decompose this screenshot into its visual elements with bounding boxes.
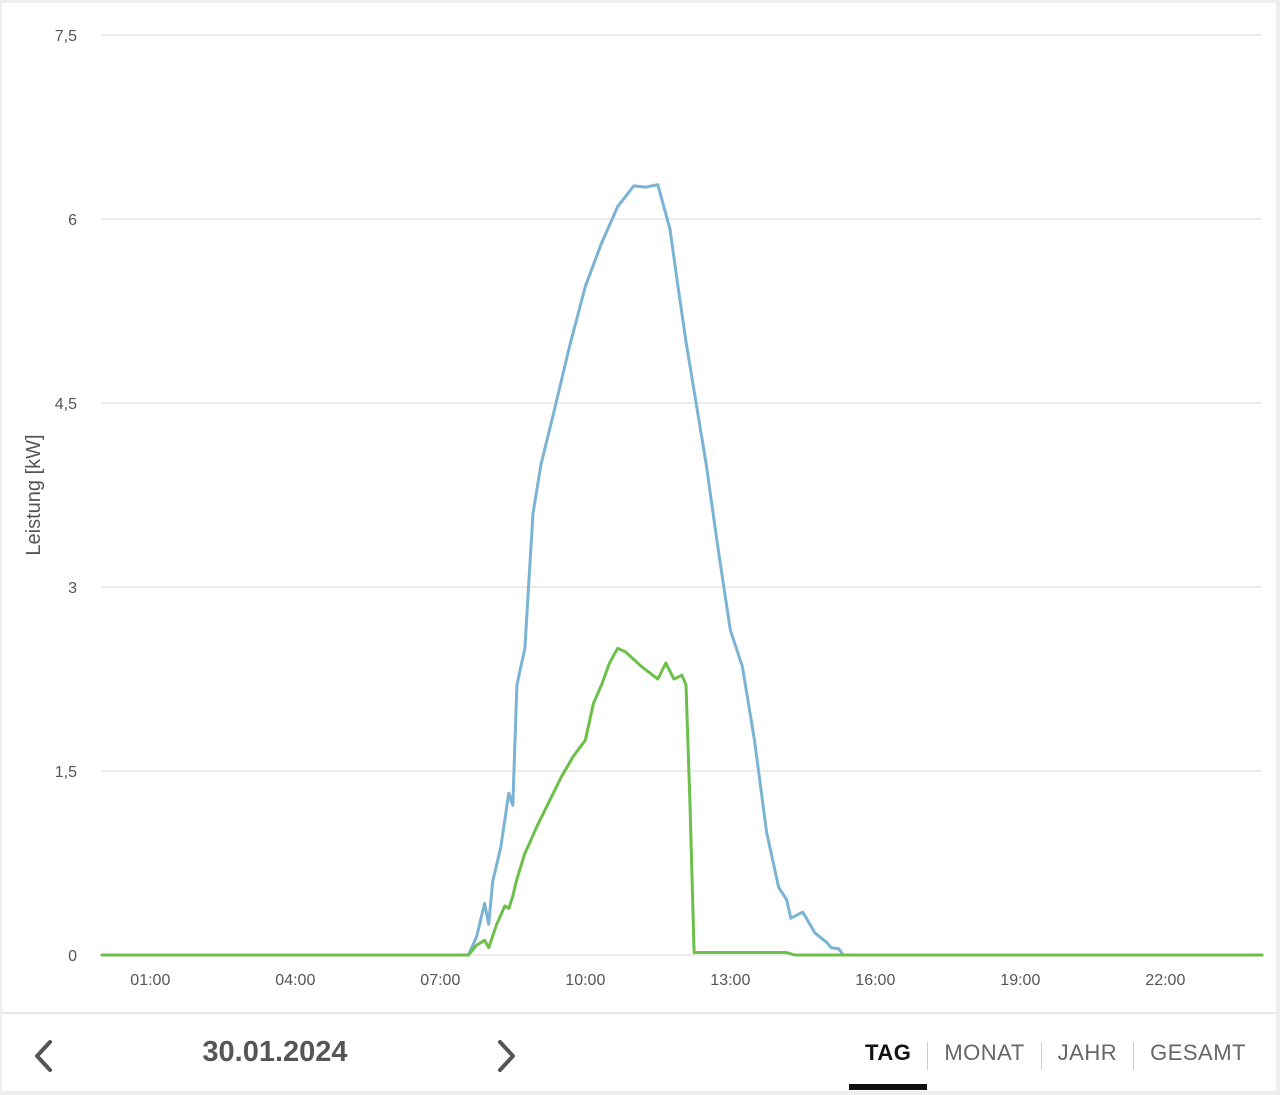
chart-panel: 0 1,5 3 4,5 6 7,5 01:00 04:00 07:00 10:00 13:00 16:… (2, 3, 1276, 1091)
y-tick-label: 4,5 (55, 396, 77, 413)
x-tick-label: 01:00 (130, 972, 170, 989)
y-tick-label: 0 (68, 948, 77, 965)
y-axis-label: Leistung [kW] (23, 434, 45, 555)
y-tick-label: 1,5 (55, 764, 77, 781)
x-tick-label: 10:00 (565, 972, 605, 989)
y-tick-label: 7,5 (55, 28, 77, 45)
tab-tag[interactable]: TAG (849, 1036, 928, 1090)
current-date[interactable]: 30.01.2024 (202, 1036, 348, 1068)
series-line-1 (100, 646, 1264, 957)
y-tick-label: 3 (68, 580, 77, 597)
power-chart: 0 1,5 3 4,5 6 7,5 01:00 04:00 07:00 10:00 13:00 16:… (2, 3, 1276, 1011)
x-tick-label: 22:00 (1145, 972, 1185, 989)
divider (2, 1012, 1276, 1014)
tab-separator (927, 1042, 929, 1070)
y-tick-label: 6 (68, 212, 77, 229)
chevron-right-icon (498, 1040, 515, 1072)
x-tick-label: 04:00 (275, 972, 315, 989)
x-tick-label: 16:00 (855, 972, 895, 989)
next-day-button[interactable] (486, 1034, 526, 1078)
tab-gesamt[interactable]: GESAMT (1150, 1040, 1246, 1065)
period-tabs: TAG MONAT JAHR GESAMT (849, 1036, 1262, 1092)
tab-jahr[interactable]: JAHR (1057, 1040, 1118, 1065)
chevron-left-icon (35, 1040, 52, 1072)
previous-day-button[interactable] (24, 1034, 64, 1078)
series-line-0 (100, 183, 1264, 957)
footer-bar: 30.01.2024 TAG MONAT JAHR GESAMT (2, 1014, 1276, 1091)
x-tick-label: 07:00 (420, 972, 460, 989)
x-tick-label: 19:00 (1000, 972, 1040, 989)
tab-separator (1040, 1042, 1042, 1070)
x-tick-label: 13:00 (710, 972, 750, 989)
tab-monat[interactable]: MONAT (944, 1040, 1025, 1065)
chart-svg: 0 1,5 3 4,5 6 7,5 01:00 04:00 07:00 10:00 13:00 16:… (23, 28, 1264, 989)
tab-separator (1133, 1042, 1135, 1070)
